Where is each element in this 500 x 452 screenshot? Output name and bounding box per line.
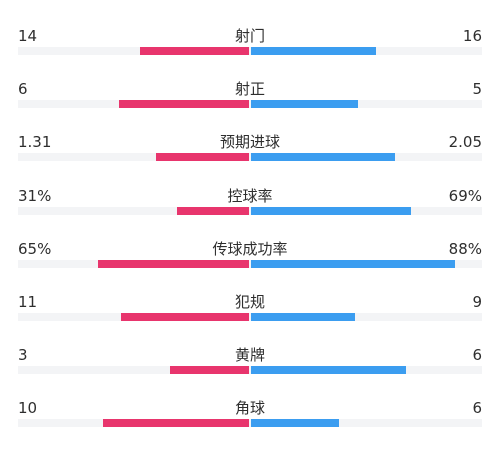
stat-row-corners: 10 角球 6 xyxy=(0,398,500,452)
home-bar xyxy=(177,207,249,215)
stat-label: 控球率 xyxy=(227,187,273,205)
away-value: 5 xyxy=(472,80,482,98)
away-value: 9 xyxy=(472,293,482,311)
away-value: 16 xyxy=(462,27,482,45)
stat-label: 犯规 xyxy=(234,293,265,311)
home-bar xyxy=(119,100,249,108)
home-bar xyxy=(156,153,249,161)
home-bar xyxy=(103,419,249,427)
home-value: 10 xyxy=(18,399,38,417)
bar-track xyxy=(18,47,482,55)
away-bar xyxy=(251,47,376,55)
stat-label: 黄牌 xyxy=(234,346,265,364)
bar-track xyxy=(18,260,482,268)
stat-label: 传球成功率 xyxy=(212,240,288,258)
stat-label: 射门 xyxy=(234,27,265,45)
home-bar xyxy=(140,47,249,55)
bar-track xyxy=(18,153,482,161)
stat-row-expected-goals: 1.31 预期进球 2.05 xyxy=(0,132,500,186)
away-value: 6 xyxy=(472,399,482,417)
stat-row-yellow-cards: 3 黄牌 6 xyxy=(0,345,500,399)
away-bar xyxy=(251,366,406,374)
away-bar xyxy=(251,207,411,215)
home-bar xyxy=(98,260,249,268)
home-value: 3 xyxy=(18,346,28,364)
match-stats-panel: 14 射门 16 6 射正 5 1.31 预期进球 2.05 31% 控球率 6… xyxy=(0,26,500,427)
stat-row-pass-accuracy: 65% 传球成功率 88% xyxy=(0,239,500,293)
stat-label: 射正 xyxy=(234,80,265,98)
stat-row-fouls: 11 犯规 9 xyxy=(0,292,500,346)
home-value: 31% xyxy=(18,187,52,205)
away-value: 88% xyxy=(448,240,482,258)
bar-track xyxy=(18,207,482,215)
home-value: 11 xyxy=(18,293,38,311)
home-value: 1.31 xyxy=(18,133,52,151)
stat-label: 角球 xyxy=(234,399,265,417)
bar-track xyxy=(18,366,482,374)
home-value: 6 xyxy=(18,80,28,98)
stat-row-shots: 14 射门 16 xyxy=(0,26,500,80)
home-bar xyxy=(170,366,249,374)
away-bar xyxy=(251,419,339,427)
away-bar xyxy=(251,153,395,161)
stat-row-shots-on-target: 6 射正 5 xyxy=(0,79,500,133)
away-bar xyxy=(251,100,358,108)
away-bar xyxy=(251,313,355,321)
away-value: 6 xyxy=(472,346,482,364)
stat-label: 预期进球 xyxy=(219,133,280,151)
bar-track xyxy=(18,313,482,321)
bar-track xyxy=(18,419,482,427)
away-bar xyxy=(251,260,455,268)
away-value: 2.05 xyxy=(448,133,482,151)
bar-track xyxy=(18,100,482,108)
home-value: 14 xyxy=(18,27,38,45)
home-value: 65% xyxy=(18,240,52,258)
stat-row-possession: 31% 控球率 69% xyxy=(0,186,500,240)
away-value: 69% xyxy=(448,187,482,205)
home-bar xyxy=(121,313,249,321)
